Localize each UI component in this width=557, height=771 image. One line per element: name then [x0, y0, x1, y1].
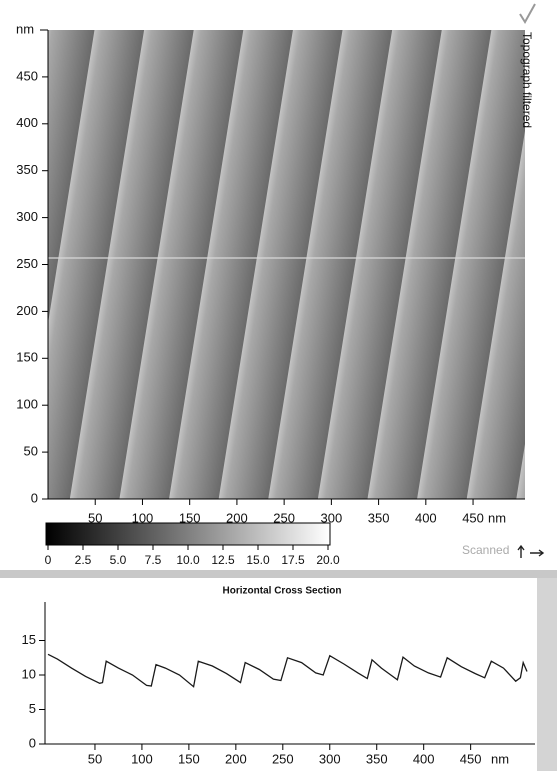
- separator: [0, 570, 557, 578]
- x-tick-label: 300: [321, 510, 343, 525]
- cross-section-line: [47, 653, 528, 688]
- x-tick-label: 250: [273, 510, 295, 525]
- scan-label: Scanned: [462, 543, 509, 557]
- scan-arrows: [517, 544, 545, 558]
- chart-x-unit: nm: [491, 751, 509, 766]
- x-tick-label: 200: [225, 751, 247, 766]
- afm-image: [48, 30, 525, 499]
- colorbar-label: 15.0: [246, 553, 270, 567]
- y-tick-label: 200: [16, 303, 38, 318]
- colorbar: [45, 522, 331, 546]
- colorbar-label: 17.5: [281, 553, 305, 567]
- chart-title: Horizontal Cross Section: [223, 586, 342, 597]
- x-tick-label: 50: [88, 510, 102, 525]
- x-tick-label: 300: [319, 751, 341, 766]
- x-tick-label: 250: [272, 751, 294, 766]
- x-tick-label: 100: [132, 510, 154, 525]
- x-tick-label: 350: [368, 510, 390, 525]
- colorbar-label: 0: [45, 553, 52, 567]
- image-title: Topograph filtered: [520, 32, 534, 128]
- check-icon: [519, 3, 536, 24]
- y-tick-label: 250: [16, 256, 38, 271]
- y-unit: nm: [16, 21, 34, 36]
- y-tick-label: 300: [16, 209, 38, 224]
- x-tick-label: 400: [415, 510, 437, 525]
- y-tick-label: 450: [16, 68, 38, 83]
- x-tick-label: 400: [413, 751, 435, 766]
- y-tick-label: 100: [16, 397, 38, 412]
- colorbar-label: 5.0: [110, 553, 127, 567]
- side-strip: [537, 578, 557, 771]
- y-tick-label: 350: [16, 162, 38, 177]
- x-tick-label: 200: [226, 510, 248, 525]
- colorbar-label: 2.5: [75, 553, 92, 567]
- y-tick-label: 5: [29, 701, 36, 716]
- y-tick-label: 150: [16, 350, 38, 365]
- x-tick-label: 150: [179, 510, 201, 525]
- y-tick-label: 0: [29, 735, 36, 750]
- x-unit: nm: [488, 510, 506, 525]
- y-tick-label: 10: [22, 666, 36, 681]
- y-tick-label: 0: [31, 490, 38, 505]
- y-tick-label: 400: [16, 115, 38, 130]
- x-tick-label: 350: [366, 751, 388, 766]
- x-tick-label: 450: [460, 751, 482, 766]
- colorbar-label: 7.5: [145, 553, 162, 567]
- x-tick-label: 50: [88, 751, 102, 766]
- colorbar-label: 20.0: [316, 553, 340, 567]
- x-tick-label: 150: [178, 751, 200, 766]
- y-tick-label: 50: [24, 444, 38, 459]
- x-tick-label: 450: [462, 510, 484, 525]
- x-tick-label: 100: [131, 751, 153, 766]
- colorbar-label: 10.0: [176, 553, 200, 567]
- colorbar-label: 12.5: [211, 553, 235, 567]
- y-tick-label: 15: [22, 632, 36, 647]
